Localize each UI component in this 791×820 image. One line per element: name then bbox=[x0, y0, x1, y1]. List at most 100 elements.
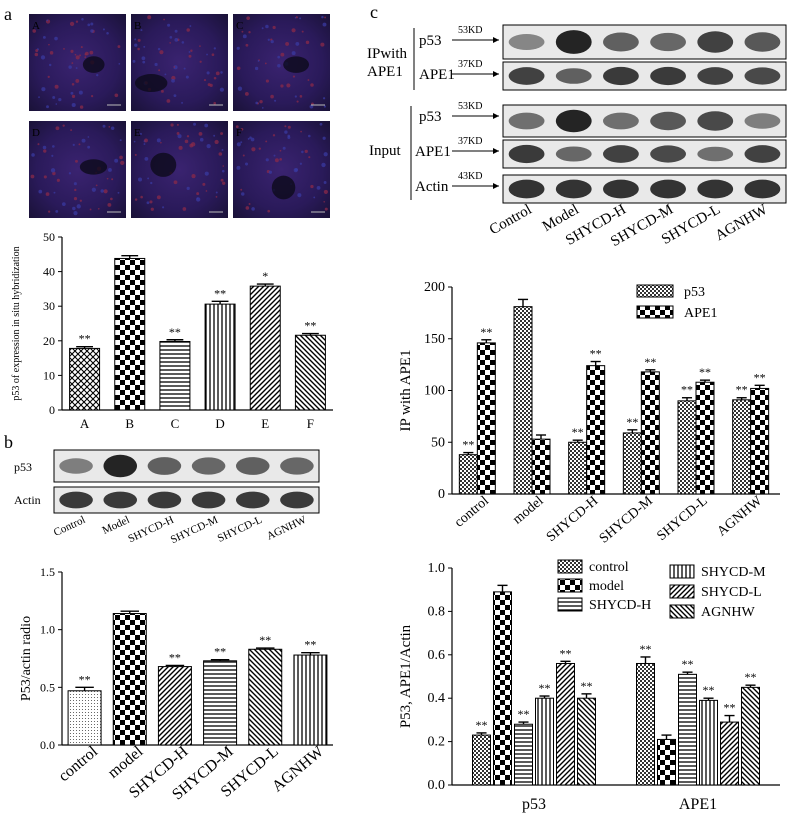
significance-label: ** bbox=[560, 646, 572, 660]
micrograph-speckle bbox=[47, 75, 50, 78]
micrograph-speckle bbox=[52, 171, 56, 176]
bar bbox=[203, 660, 238, 746]
micrograph-speckle bbox=[291, 51, 296, 56]
micrograph-speckle bbox=[309, 104, 314, 109]
micrograph-speckle bbox=[174, 37, 179, 42]
bar bbox=[249, 285, 281, 411]
blot-band bbox=[59, 458, 93, 474]
micrograph-speckle bbox=[204, 171, 209, 176]
micrograph-speckle bbox=[188, 51, 191, 53]
blot-band bbox=[235, 457, 270, 475]
micrograph-speckle bbox=[282, 146, 286, 150]
blot-row-label: p53 bbox=[14, 460, 32, 474]
blot-band bbox=[555, 30, 592, 54]
micrograph-speckle bbox=[222, 181, 226, 185]
blot-band bbox=[602, 112, 639, 130]
legend-swatch bbox=[636, 284, 674, 298]
micrograph-speckle bbox=[110, 126, 115, 131]
micrograph-speckle bbox=[52, 145, 55, 148]
micrograph-speckle bbox=[220, 178, 224, 182]
micrograph-speckle bbox=[246, 16, 251, 21]
y-tick-label: 1.5 bbox=[40, 565, 55, 579]
significance-label: ** bbox=[590, 347, 602, 361]
micrograph-speckle bbox=[97, 207, 100, 210]
micrograph-speckle bbox=[323, 181, 327, 184]
kd-arrow-head bbox=[493, 148, 499, 154]
bar bbox=[514, 723, 533, 786]
micrograph-speckle bbox=[291, 28, 296, 33]
micrograph-speckle bbox=[274, 99, 277, 102]
significance-label: ** bbox=[539, 681, 551, 695]
micrograph-speckle bbox=[138, 177, 143, 182]
micrograph-speckle bbox=[142, 60, 146, 64]
micrograph-speckle bbox=[90, 29, 94, 33]
micrograph-speckle bbox=[189, 25, 192, 27]
blot-lane-label: SHYCD-M bbox=[169, 514, 220, 546]
micrograph-speckle bbox=[42, 145, 47, 150]
micrograph-speckle bbox=[242, 34, 247, 39]
y-axis-label: P53, APE1/Actin bbox=[398, 624, 414, 728]
blot-kd-label: 43KD bbox=[458, 171, 482, 182]
blot-band bbox=[602, 32, 639, 52]
micrograph-speckle bbox=[196, 197, 199, 200]
micrograph-speckle bbox=[140, 195, 143, 199]
micrograph-speckle bbox=[268, 170, 272, 174]
micrograph-speckle bbox=[311, 102, 314, 106]
micrograph-speckle bbox=[106, 177, 109, 180]
blot-band bbox=[555, 68, 592, 84]
micrograph-speckle bbox=[214, 139, 219, 145]
x-tick-label: APE1 bbox=[679, 796, 717, 813]
bar bbox=[472, 734, 491, 786]
micrograph-label: F bbox=[236, 127, 242, 139]
y-tick-label: 30 bbox=[43, 299, 55, 313]
micrograph-speckle bbox=[53, 191, 56, 194]
micrograph-speckle bbox=[186, 28, 190, 32]
y-tick-label: 20 bbox=[43, 334, 55, 348]
bar bbox=[513, 306, 533, 495]
micrograph-speckle bbox=[156, 138, 161, 143]
blot-band bbox=[147, 457, 182, 475]
y-axis-label: IP with APE1 bbox=[398, 350, 414, 432]
bar bbox=[640, 371, 660, 495]
micrograph-speckle bbox=[248, 202, 251, 205]
micrograph-speckle bbox=[188, 54, 192, 58]
blot-band bbox=[103, 491, 138, 509]
micrograph-speckle bbox=[211, 53, 215, 57]
significance-label: ** bbox=[79, 332, 91, 346]
kd-arrow-head bbox=[493, 183, 499, 189]
micrograph-speckle bbox=[204, 123, 209, 128]
micrograph-speckle bbox=[75, 55, 80, 60]
bar bbox=[622, 432, 642, 495]
bar bbox=[741, 686, 760, 786]
micrograph-speckle bbox=[190, 49, 193, 52]
micrograph-speckle bbox=[119, 155, 123, 160]
blot-row-label: Actin bbox=[415, 179, 449, 195]
micrograph-void bbox=[283, 56, 310, 73]
micrograph-speckle bbox=[164, 73, 167, 76]
legend-label: SHYCD-L bbox=[701, 585, 762, 600]
significance-label: ** bbox=[214, 286, 226, 300]
micrograph-speckle bbox=[108, 125, 111, 128]
micrograph-speckle bbox=[46, 19, 49, 22]
blot-band bbox=[235, 491, 270, 509]
micrograph-speckle bbox=[198, 131, 203, 136]
micrograph-speckle bbox=[150, 181, 153, 185]
y-tick-label: 0.0 bbox=[428, 778, 446, 793]
blot-band bbox=[147, 491, 182, 509]
blot-band bbox=[508, 144, 545, 164]
bar bbox=[699, 699, 718, 786]
micrograph-speckle bbox=[146, 201, 150, 205]
micrograph-speckle bbox=[220, 71, 223, 74]
bar bbox=[720, 721, 739, 786]
y-tick-label: 50 bbox=[43, 230, 55, 244]
micrograph-speckle bbox=[221, 149, 224, 151]
significance-label: * bbox=[262, 269, 268, 283]
blot-band bbox=[280, 491, 314, 509]
micrograph-speckle bbox=[73, 197, 78, 201]
micrograph-speckle bbox=[323, 200, 326, 203]
blot-strip bbox=[53, 486, 320, 514]
x-tick-label: D bbox=[215, 416, 224, 431]
micrograph-speckle bbox=[75, 159, 78, 163]
blot-band bbox=[191, 491, 226, 509]
blot-strip bbox=[53, 449, 320, 483]
